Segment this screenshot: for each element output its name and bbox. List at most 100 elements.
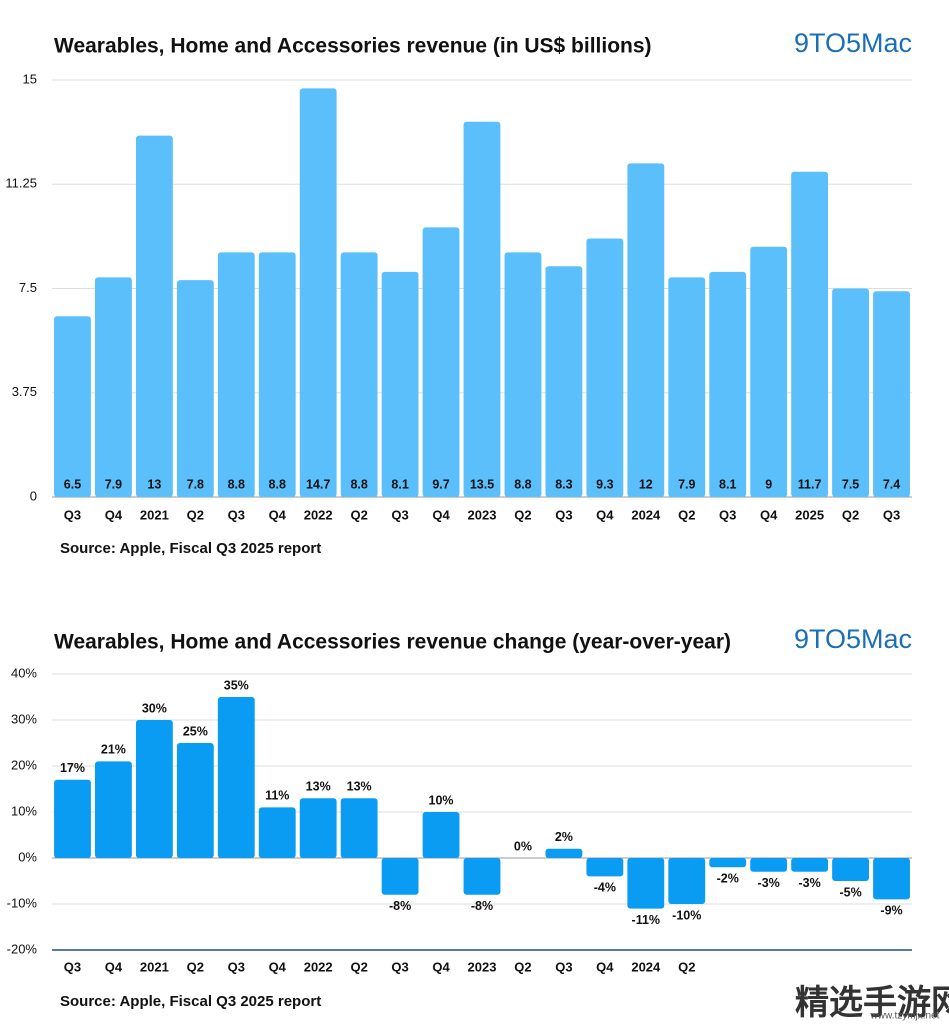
x-tick-label: 2021 xyxy=(140,959,169,974)
bar xyxy=(299,798,337,858)
value-label: 13% xyxy=(306,779,331,793)
bar xyxy=(258,252,296,497)
x-tick-label: Q3 xyxy=(64,959,81,974)
x-tick-label: Q3 xyxy=(64,507,81,522)
bar xyxy=(54,779,91,858)
value-label: 8.8 xyxy=(514,477,531,491)
y-tick-label: 0 xyxy=(30,488,37,503)
value-label: 8.1 xyxy=(719,477,736,491)
bar xyxy=(217,697,255,858)
bar xyxy=(95,277,132,497)
chart-title: Wearables, Home and Accessories revenue … xyxy=(54,35,652,58)
value-label: 8.8 xyxy=(228,477,245,491)
x-tick-label: Q4 xyxy=(105,959,123,974)
x-tick-label: 2022 xyxy=(304,959,333,974)
value-label: 11% xyxy=(265,789,289,803)
bar xyxy=(258,807,296,858)
logo: 9TO5Mac xyxy=(794,28,912,58)
value-label: 13% xyxy=(347,779,372,793)
bar xyxy=(586,858,624,877)
bar xyxy=(586,238,624,497)
value-label: 25% xyxy=(183,724,208,738)
bar xyxy=(176,743,214,858)
x-tick-label: 2024 xyxy=(631,507,661,522)
value-label: 7.8 xyxy=(187,477,204,491)
value-label: 8.3 xyxy=(555,477,572,491)
value-label: -4% xyxy=(594,881,616,895)
bar xyxy=(176,280,214,497)
x-tick-label: Q2 xyxy=(187,959,204,974)
value-label: -3% xyxy=(799,876,821,890)
value-label: 12 xyxy=(639,477,653,491)
bar xyxy=(422,812,460,858)
bar xyxy=(545,848,583,858)
y-tick-label: 15 xyxy=(23,71,37,86)
bar xyxy=(832,288,869,497)
x-tick-label: Q3 xyxy=(555,959,572,974)
x-tick-label: 2022 xyxy=(304,507,333,522)
value-label: 13.5 xyxy=(470,477,494,491)
value-label: -3% xyxy=(758,876,780,890)
bar xyxy=(135,720,173,858)
bar xyxy=(832,858,869,881)
source-note: Source: Apple, Fiscal Q3 2025 report xyxy=(60,993,321,1010)
bar xyxy=(791,858,829,872)
y-tick-label: 10% xyxy=(11,803,37,818)
x-tick-label: Q3 xyxy=(391,507,408,522)
value-label: 9 xyxy=(765,477,772,491)
x-tick-label: Q4 xyxy=(269,507,287,522)
x-tick-label: 2021 xyxy=(140,507,169,522)
value-label: -11% xyxy=(632,913,661,927)
x-tick-label: Q4 xyxy=(105,507,123,522)
value-label: -9% xyxy=(880,904,902,918)
x-tick-label: Q4 xyxy=(432,507,450,522)
value-label: 9.7 xyxy=(432,477,449,491)
x-tick-label: Q4 xyxy=(269,959,287,974)
value-label: 35% xyxy=(224,678,249,692)
y-tick-label: 20% xyxy=(11,757,37,772)
watermark-url: www.tzymjx.net xyxy=(870,1011,940,1022)
x-tick-label: Q4 xyxy=(432,959,450,974)
value-label: 8.1 xyxy=(391,477,408,491)
x-tick-label: 2025 xyxy=(795,507,824,522)
bar xyxy=(873,858,910,900)
value-label: 8.8 xyxy=(269,477,286,491)
bar xyxy=(95,761,132,858)
x-tick-label: Q2 xyxy=(678,507,695,522)
value-label: 11.7 xyxy=(798,477,822,491)
x-tick-label: Q2 xyxy=(187,507,204,522)
y-tick-label: 0% xyxy=(18,849,37,864)
bar xyxy=(791,171,829,498)
x-tick-label: Q3 xyxy=(555,507,572,522)
bar xyxy=(873,291,910,497)
bar xyxy=(709,271,747,497)
y-tick-label: -20% xyxy=(7,941,38,956)
bar xyxy=(545,266,583,497)
value-label: 10% xyxy=(429,793,454,807)
value-label: -2% xyxy=(717,871,739,885)
x-tick-label: Q2 xyxy=(350,959,367,974)
bar xyxy=(627,163,665,497)
value-label: -10% xyxy=(672,908,701,922)
x-tick-label: Q3 xyxy=(883,507,900,522)
value-label: -5% xyxy=(839,885,861,899)
x-tick-label: Q2 xyxy=(350,507,367,522)
bar xyxy=(463,858,501,895)
value-label: 8.8 xyxy=(350,477,367,491)
value-label: 17% xyxy=(60,761,85,775)
y-tick-label: 3.75 xyxy=(12,384,37,399)
bar xyxy=(668,858,706,904)
bar xyxy=(340,798,378,858)
value-label: 7.9 xyxy=(105,477,122,491)
value-label: 30% xyxy=(142,701,167,715)
y-tick-label: 7.5 xyxy=(19,280,37,295)
bar xyxy=(750,246,788,497)
watermark-title: 精选手游网 xyxy=(795,984,949,1022)
x-tick-label: Q2 xyxy=(514,959,531,974)
value-label: 21% xyxy=(101,743,126,757)
value-label: 14.7 xyxy=(306,477,330,491)
x-tick-label: 2023 xyxy=(468,507,497,522)
x-tick-label: 2024 xyxy=(631,959,661,974)
bar xyxy=(668,277,706,497)
